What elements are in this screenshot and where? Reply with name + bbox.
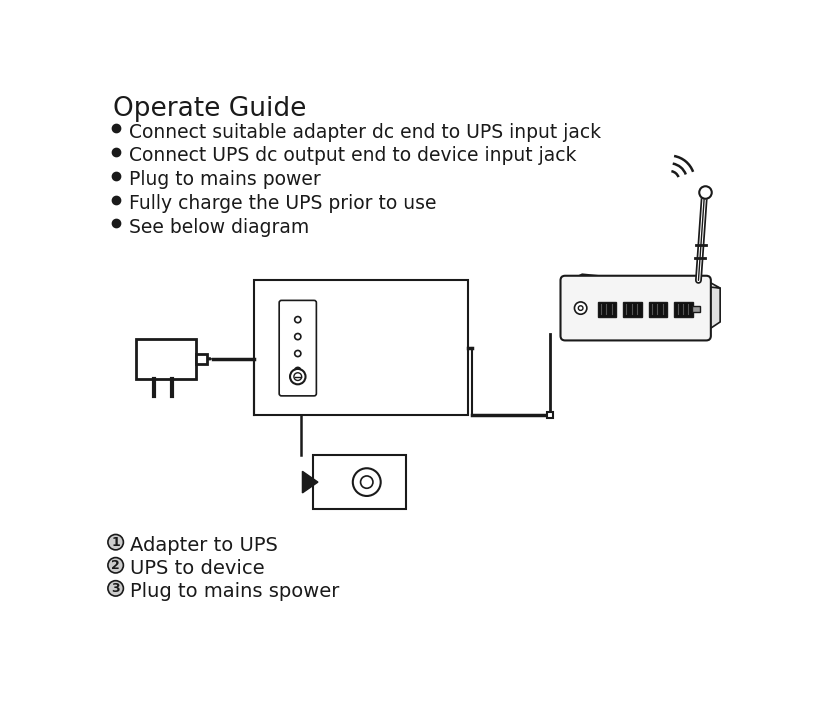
Text: Fully charge the UPS prior to use: Fully charge the UPS prior to use	[129, 194, 436, 213]
Text: Connect UPS dc output end to device input jack: Connect UPS dc output end to device inpu…	[129, 146, 577, 165]
Bar	[598, 302, 616, 317]
Polygon shape	[570, 275, 720, 288]
FancyBboxPatch shape	[561, 276, 711, 340]
Bar	[624, 302, 642, 317]
Bar	[674, 302, 693, 317]
Circle shape	[295, 351, 301, 356]
Circle shape	[578, 306, 583, 310]
Bar	[135, 339, 197, 379]
Text: Plug to mains spower: Plug to mains spower	[130, 583, 339, 601]
Circle shape	[295, 317, 301, 323]
FancyBboxPatch shape	[279, 300, 316, 396]
Circle shape	[361, 476, 373, 488]
Circle shape	[574, 302, 586, 314]
Circle shape	[108, 580, 123, 596]
Text: UPS to device: UPS to device	[130, 559, 264, 578]
Text: Connect suitable adapter dc end to UPS input jack: Connect suitable adapter dc end to UPS i…	[129, 123, 601, 141]
Polygon shape	[706, 285, 720, 332]
Bar	[547, 412, 553, 419]
Text: See below diagram: See below diagram	[129, 218, 309, 237]
Bar	[692, 306, 700, 312]
Text: Operate Guide: Operate Guide	[112, 96, 306, 122]
Bar	[254, 280, 468, 415]
Polygon shape	[302, 471, 318, 493]
Text: Plug to mains power: Plug to mains power	[129, 170, 320, 189]
Text: 3: 3	[112, 582, 120, 595]
Bar	[312, 455, 406, 509]
Circle shape	[295, 367, 301, 374]
Circle shape	[108, 535, 123, 550]
Bar	[197, 354, 207, 364]
Circle shape	[295, 334, 301, 339]
Circle shape	[290, 369, 306, 384]
Circle shape	[353, 468, 381, 496]
Circle shape	[294, 373, 301, 381]
Bar	[649, 302, 667, 317]
Text: Adapter to UPS: Adapter to UPS	[130, 536, 278, 555]
Text: 1: 1	[112, 535, 120, 549]
Circle shape	[108, 558, 123, 573]
Text: 2: 2	[112, 559, 120, 572]
